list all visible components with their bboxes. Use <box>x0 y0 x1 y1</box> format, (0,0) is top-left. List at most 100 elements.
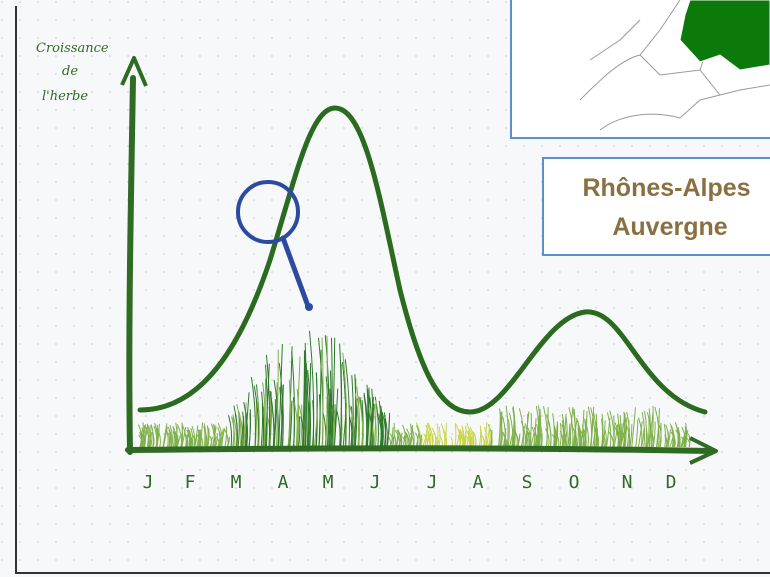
grass-blade <box>304 342 307 448</box>
grass-blade <box>638 417 643 448</box>
grass-blade <box>652 421 656 448</box>
grass-blade <box>687 433 691 448</box>
grass-blade <box>644 410 647 448</box>
grass-blade <box>427 422 434 448</box>
grass-blade <box>300 416 304 448</box>
grass-blade <box>565 416 568 448</box>
grass-blade <box>263 406 266 448</box>
frame <box>15 6 770 574</box>
grass-blade <box>256 391 260 448</box>
grass-blade <box>499 408 503 448</box>
grass-blade <box>358 396 364 448</box>
grass-blade <box>378 400 382 448</box>
grass-blade <box>374 416 377 448</box>
grass-blade <box>618 423 621 448</box>
grass-blade <box>426 422 432 448</box>
grass-blade <box>209 435 212 448</box>
grass-blade <box>224 426 228 448</box>
grass-blade <box>261 391 265 448</box>
grass-blade <box>318 349 322 448</box>
grass-blade <box>349 405 355 448</box>
grass-blade <box>641 412 646 448</box>
grass-blade <box>333 388 339 448</box>
x-axis <box>125 445 713 454</box>
grass-blade <box>238 412 243 448</box>
region-box <box>542 157 770 256</box>
grass-blade <box>265 354 271 448</box>
grass-blade <box>402 424 407 448</box>
grass-blade <box>281 384 284 448</box>
grass-blade <box>140 436 144 448</box>
grass-blade <box>307 369 312 448</box>
grass-blade <box>143 425 148 448</box>
magnifier-lens <box>236 180 300 244</box>
grass-blade <box>169 425 173 448</box>
grass-blade <box>651 434 655 448</box>
month-label: D <box>666 472 677 493</box>
grass-blade <box>174 435 177 448</box>
map-inset <box>510 0 770 139</box>
grass-blade <box>210 423 215 448</box>
grass-blade <box>307 363 312 448</box>
grass-blade <box>595 413 598 448</box>
grass-blade <box>311 400 315 448</box>
grass-blade <box>621 431 626 448</box>
grass-blade <box>162 426 168 448</box>
grass-blade <box>228 415 233 448</box>
month-label: J <box>427 472 438 493</box>
grass-blade <box>324 335 330 448</box>
grass-blade <box>196 430 200 448</box>
month-label: N <box>622 472 633 493</box>
grass-blade <box>302 369 306 448</box>
grass-blade <box>484 426 487 448</box>
grass-blade <box>426 425 429 448</box>
grass-blade <box>185 432 189 448</box>
y-axis-arrow <box>120 56 148 87</box>
grass-blade <box>186 429 191 448</box>
grass-blade <box>677 427 680 448</box>
grass-blade <box>260 403 264 448</box>
grass-blade <box>524 411 530 448</box>
grass-blade <box>680 434 685 448</box>
grass-blade <box>648 412 654 448</box>
grass-blade <box>243 401 248 448</box>
grass-blade <box>665 424 670 448</box>
grass-blade <box>567 425 571 448</box>
grass-blade <box>524 423 529 448</box>
grass-blade <box>248 412 251 448</box>
grass-blade <box>176 424 183 448</box>
grass-blade <box>331 337 336 448</box>
month-label: M <box>323 472 334 493</box>
grass-blade <box>568 407 574 448</box>
grass-blade <box>436 423 439 448</box>
grass-blade <box>638 421 643 448</box>
grass-blade <box>664 434 668 448</box>
grass-blade <box>236 403 242 448</box>
grass-blade <box>671 425 675 448</box>
grass-blade <box>275 349 279 448</box>
grass-blade <box>138 424 143 448</box>
grass-blade <box>602 434 606 448</box>
month-label: A <box>278 472 289 493</box>
label-line: l'herbe <box>42 89 88 104</box>
grass-blade <box>685 422 688 448</box>
grass-blade <box>153 425 158 448</box>
grass-blade <box>615 427 620 448</box>
grass-blade <box>626 411 631 448</box>
grass-blade <box>656 408 660 448</box>
grass-blade <box>511 417 515 448</box>
grass-blade <box>502 416 506 448</box>
grass-blade <box>298 416 301 448</box>
grass-blade <box>368 408 371 448</box>
grass-blade <box>142 430 145 448</box>
grass-blade <box>146 423 149 448</box>
grass-blade <box>150 432 153 448</box>
grass-blade <box>613 424 619 448</box>
grass-blade <box>624 412 627 448</box>
grass-blade <box>562 413 567 448</box>
grass-blade <box>198 434 202 448</box>
grass-blade <box>681 436 686 448</box>
grass-blade <box>392 423 395 448</box>
label-line: Croissance <box>36 41 109 56</box>
grass-blade <box>576 417 581 448</box>
